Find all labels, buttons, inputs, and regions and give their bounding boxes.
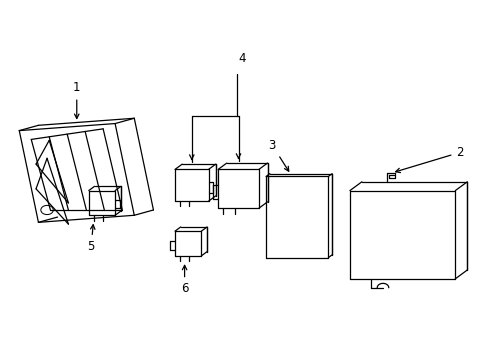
Text: 3: 3 (268, 139, 288, 171)
Text: 5: 5 (87, 225, 95, 253)
Text: 4: 4 (238, 52, 245, 65)
Text: 1: 1 (73, 81, 81, 118)
Text: 6: 6 (181, 265, 188, 295)
Text: 2: 2 (395, 146, 463, 172)
